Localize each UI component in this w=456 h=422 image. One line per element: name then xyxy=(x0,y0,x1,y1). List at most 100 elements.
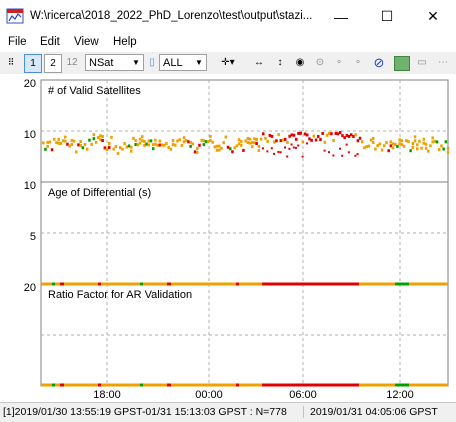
nsat-mark xyxy=(268,133,272,137)
more-icon[interactable]: ⋯ xyxy=(438,57,448,68)
plot-type-select[interactable]: NSat ▼ xyxy=(85,54,144,71)
crosshair-icon[interactable]: ✛▾ xyxy=(221,57,235,68)
nsat-mark xyxy=(101,139,104,143)
nsat-mark xyxy=(374,147,377,151)
nsat-mark xyxy=(413,135,417,139)
status-range: [1]2019/01/30 13:55:19 GPST-01/31 15:13:… xyxy=(3,406,287,418)
nsat-mark xyxy=(369,138,373,142)
fit-horizontal-icon[interactable]: ↔ xyxy=(254,57,264,68)
nsat-mark xyxy=(207,140,210,144)
nsat-mark xyxy=(66,142,69,146)
nsat-mark xyxy=(264,136,267,140)
nsat-mark xyxy=(297,131,300,135)
nsat-mark xyxy=(132,136,135,140)
nsat-mark xyxy=(134,143,137,147)
menu-help[interactable]: Help xyxy=(113,36,137,48)
plot-canvas[interactable]: 20 10 # of Valid Satellites 10 5 Age of Diffe… xyxy=(0,74,456,402)
nsat-mark xyxy=(248,141,252,145)
satellite-select[interactable]: ALL ▼ xyxy=(159,54,207,71)
nsat-mark xyxy=(178,138,181,142)
nsat-mark xyxy=(347,151,350,154)
menu-file[interactable]: File xyxy=(8,36,27,48)
nsat-mark xyxy=(257,145,261,149)
status-band xyxy=(41,282,448,286)
nsat-mark xyxy=(385,141,388,145)
nsat-mark xyxy=(101,135,104,139)
nsat-mark xyxy=(77,143,80,147)
menu-edit[interactable]: Edit xyxy=(40,36,60,48)
nsat-mark xyxy=(394,142,397,146)
plot-area: 20 10 # of Valid Satellites 10 5 Age of Diffe… xyxy=(0,74,456,402)
nsat-mark xyxy=(64,135,67,139)
nsat-mark xyxy=(295,146,297,149)
nsat-mark xyxy=(391,146,395,150)
nsat-mark xyxy=(246,141,250,145)
y-tick-label: 20 xyxy=(24,282,36,294)
nsat-mark xyxy=(204,140,208,144)
nsat-mark xyxy=(356,153,359,156)
maximize-button[interactable]: ☐ xyxy=(364,0,410,33)
window-title: W:\ricerca\2018_2022_PhD_Lorenzo\test\ou… xyxy=(30,10,313,22)
nsat-mark xyxy=(112,147,115,151)
nsat-mark xyxy=(46,144,49,148)
nsat-mark xyxy=(224,135,228,139)
map-icon[interactable] xyxy=(394,56,410,71)
nsat-mark xyxy=(68,144,71,148)
nsat-mark xyxy=(306,133,309,137)
nsat-mark xyxy=(169,147,173,151)
minimize-button[interactable]: — xyxy=(318,0,364,33)
nsat-mark xyxy=(215,144,219,148)
nsat-mark xyxy=(253,141,256,145)
nsat-mark xyxy=(301,140,305,144)
nsat-mark xyxy=(240,143,243,147)
center-origin-icon[interactable]: ◉ xyxy=(295,57,305,68)
close-button[interactable]: ✕ xyxy=(410,0,456,33)
nsat-mark xyxy=(99,134,102,138)
nsat-mark xyxy=(130,149,133,153)
nsat-mark xyxy=(292,146,295,149)
nsat-mark xyxy=(343,136,346,140)
status-bar: [1]2019/01/30 13:55:19 GPST-01/31 15:13:… xyxy=(0,402,456,422)
nsat-mark xyxy=(134,139,137,143)
toggle-12-button[interactable]: 12 xyxy=(66,57,78,68)
nsat-mark xyxy=(70,138,74,142)
plot-type-value: NSat xyxy=(89,56,114,69)
nsat-mark xyxy=(339,147,341,150)
nsat-mark xyxy=(99,138,102,142)
plot-panel-label: Ratio Factor for AR Validation xyxy=(48,289,192,301)
small-point-icon[interactable]: ∘ xyxy=(354,57,362,68)
nsat-mark xyxy=(145,142,148,146)
toggle-2-button[interactable]: 2 xyxy=(44,54,62,73)
fit-vertical-icon[interactable]: ↕ xyxy=(277,57,283,68)
nsat-mark xyxy=(363,146,366,150)
nsat-mark xyxy=(141,135,144,139)
options-icon[interactable]: ▭ xyxy=(417,57,427,68)
nsat-mark xyxy=(237,142,241,146)
nsat-mark xyxy=(143,139,146,143)
nsat-mark xyxy=(411,145,415,149)
nsat-mark xyxy=(262,147,264,150)
nsat-mark xyxy=(174,143,177,147)
band-single xyxy=(262,282,359,286)
nsat-mark xyxy=(114,144,118,148)
marker-icon[interactable]: ⊙ xyxy=(315,57,325,68)
nsat-mark xyxy=(273,152,275,155)
menu-view[interactable]: View xyxy=(74,36,99,48)
nsat-mark xyxy=(297,144,300,147)
nsat-mark xyxy=(339,131,342,135)
point-icon[interactable]: ∘ xyxy=(335,57,343,68)
nsat-mark xyxy=(328,151,330,154)
toggle-1-button[interactable]: 1 xyxy=(24,54,42,73)
nsat-mark xyxy=(284,146,286,149)
x-tick-label: 06:00 xyxy=(289,389,317,401)
nsat-mark xyxy=(50,148,54,152)
nsat-mark xyxy=(147,143,151,147)
nsat-mark xyxy=(251,145,254,149)
nsat-mark xyxy=(244,139,247,143)
nsat-mark xyxy=(231,150,234,154)
globe-icon[interactable]: ⊘ xyxy=(373,54,385,70)
nsat-mark xyxy=(246,137,250,141)
nsat-mark xyxy=(187,140,190,144)
nsat-mark xyxy=(209,134,212,138)
nsat-mark xyxy=(310,138,313,142)
